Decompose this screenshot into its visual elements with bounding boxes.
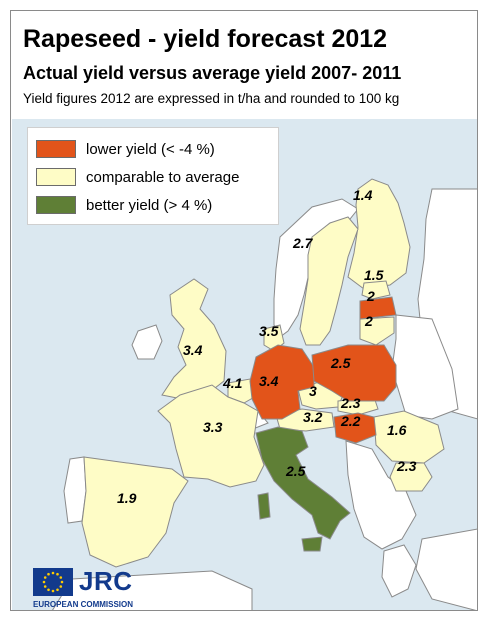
poland — [311, 344, 397, 402]
value-denmark: 3.5 — [259, 323, 279, 339]
latvia — [359, 296, 397, 320]
legend-item-comparable: comparable to average — [36, 166, 239, 188]
value-sweden: 2.7 — [293, 235, 313, 251]
value-romania: 1.6 — [387, 422, 407, 438]
romania — [373, 410, 445, 464]
value-finland: 1.4 — [353, 187, 373, 203]
value-italy: 2.5 — [286, 463, 306, 479]
value-czech-republic: 3 — [309, 383, 317, 399]
legend: lower yield (< -4 %) comparable to avera… — [27, 127, 279, 225]
value-austria: 3.2 — [303, 409, 323, 425]
value-latvia: 2 — [367, 288, 375, 304]
hungary — [333, 412, 377, 444]
legend-swatch-comparable — [36, 168, 76, 186]
value-hungary: 2.2 — [341, 413, 361, 429]
estonia — [361, 280, 391, 300]
italy — [255, 426, 351, 540]
map-subtitle: Actual yield versus average yield 2007- … — [23, 63, 402, 83]
lithuania — [359, 316, 395, 346]
ireland — [131, 324, 163, 360]
legend-swatch-lower — [36, 140, 76, 158]
norway — [273, 198, 359, 338]
north-africa — [52, 570, 253, 610]
map-title: Rapeseed - yield forecast 2012 — [23, 25, 388, 53]
jrc-logo: JRC EUROPEAN COMMISSION — [33, 566, 153, 610]
value-spain: 1.9 — [117, 490, 137, 506]
sicily — [301, 536, 323, 552]
legend-label-lower: lower yield (< -4 %) — [86, 140, 215, 158]
sweden — [299, 216, 359, 346]
legend-label-comparable: comparable to average — [86, 168, 240, 186]
jrc-wordmark: JRC — [79, 566, 133, 596]
greece — [381, 544, 417, 598]
units-note: Yield figures 2012 are expressed in t/ha… — [23, 91, 400, 106]
bulgaria — [389, 462, 433, 492]
commission-wordmark: EUROPEAN COMMISSION — [33, 600, 134, 609]
legend-item-lower: lower yield (< -4 %) — [36, 138, 215, 160]
spain — [81, 456, 189, 568]
value-slovakia: 2.3 — [341, 395, 361, 411]
value-estonia: 1.5 — [364, 267, 384, 283]
value-belgium-lux: 4.1 — [223, 375, 243, 391]
balkans — [345, 440, 417, 550]
value-united-kingdom: 3.4 — [183, 342, 203, 358]
turkey — [415, 528, 477, 610]
legend-item-better: better yield (> 4 %) — [36, 194, 212, 216]
value-france: 3.3 — [203, 419, 223, 435]
sardinia — [257, 492, 271, 520]
germany — [249, 344, 315, 420]
value-lithuania: 2 — [365, 313, 373, 329]
value-bulgaria: 2.3 — [397, 458, 417, 474]
france — [157, 384, 265, 488]
eu-flag-icon — [33, 568, 73, 596]
legend-label-better: better yield (> 4 %) — [86, 196, 213, 214]
value-poland: 2.5 — [331, 355, 351, 371]
legend-swatch-better — [36, 196, 76, 214]
belarus-ukraine — [391, 314, 459, 420]
value-germany: 3.4 — [259, 373, 279, 389]
map-frame: Rapeseed - yield forecast 2012 Actual yi… — [10, 10, 478, 611]
